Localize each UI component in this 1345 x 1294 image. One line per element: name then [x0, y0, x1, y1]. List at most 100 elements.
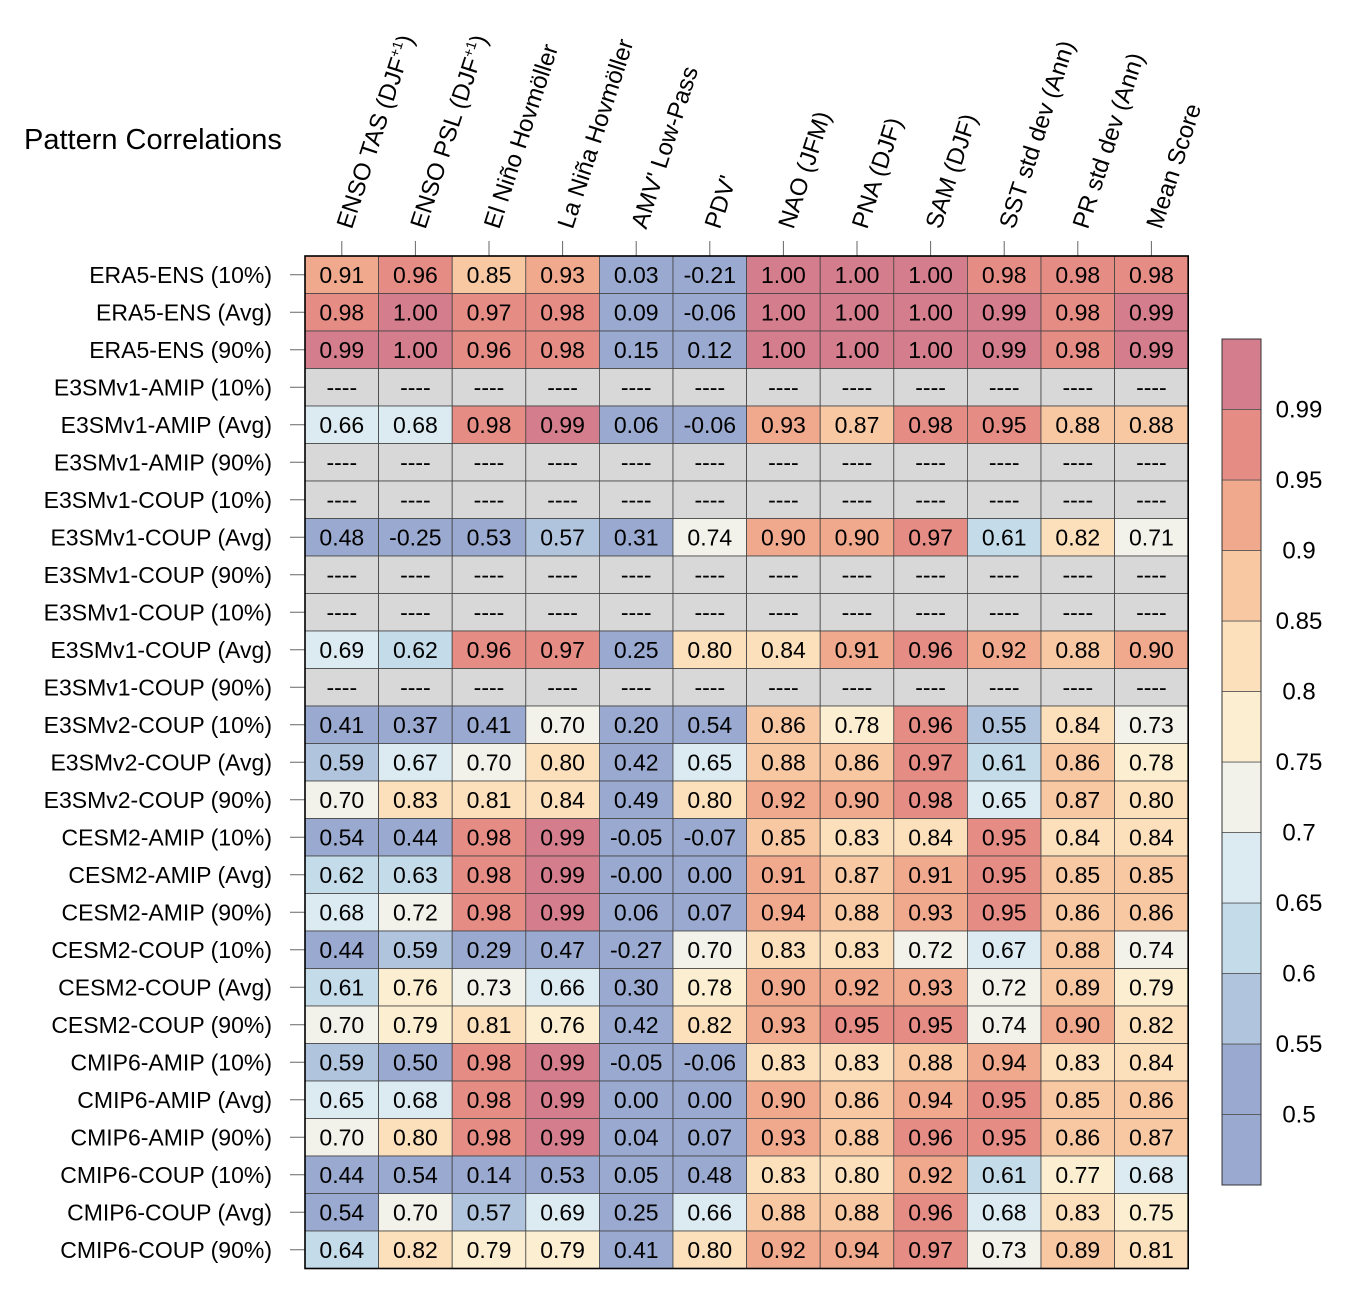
heatmap-cell [525, 818, 600, 857]
cell-value-label: ---- [768, 449, 799, 475]
cell-value-label: 0.84 [540, 787, 585, 813]
cell-value-label: ---- [842, 599, 873, 625]
cell-value-label: ---- [474, 599, 505, 625]
heatmap-cell [746, 1005, 821, 1044]
cell-value-label: -0.06 [684, 412, 736, 438]
heatmap-cell [1114, 330, 1189, 369]
cell-value-label: 0.25 [614, 637, 659, 663]
heatmap-cell [451, 1118, 527, 1157]
cell-value-label: 0.95 [982, 1124, 1027, 1150]
cell-value-label: 1.00 [835, 299, 880, 325]
cell-value-label: ---- [1062, 374, 1093, 400]
column-labels: ENSO TAS (DJF+1)ENSO PSL (DJF+1)El Niño … [331, 31, 1207, 232]
heatmap-cell [893, 968, 968, 1007]
heatmap-cell [304, 1230, 379, 1269]
cell-value-label: 0.92 [908, 1162, 953, 1188]
cell-value-label: 0.37 [393, 712, 438, 738]
cell-value-label: ---- [989, 449, 1020, 475]
heatmap-cell [378, 780, 453, 819]
cell-value-label: 0.06 [614, 412, 659, 438]
heatmap-cell [1114, 1080, 1189, 1119]
heatmap-cell [1040, 555, 1115, 594]
cell-value-label: 0.74 [1129, 937, 1174, 963]
heatmap-cell [746, 668, 821, 707]
cell-value-label: ---- [842, 449, 873, 475]
row-label: CESM2-COUP (10%) [51, 937, 272, 963]
heatmap-cell [378, 1005, 453, 1044]
cell-value-label: ---- [694, 487, 725, 513]
cell-value-label: 0.76 [393, 974, 438, 1000]
heatmap-cell [451, 968, 527, 1007]
cell-value-label: 0.95 [982, 862, 1027, 888]
cell-value-label: ---- [694, 599, 725, 625]
heatmap-cell [378, 630, 453, 669]
cell-value-label: ---- [621, 674, 652, 700]
cell-value-label: ---- [400, 487, 431, 513]
cell-value-label: ---- [694, 562, 725, 588]
cell-value-label: 0.84 [1129, 824, 1174, 850]
cell-value-label: 0.99 [540, 1124, 585, 1150]
row-label: E3SMv1-AMIP (10%) [54, 374, 272, 400]
cell-value-label: 0.85 [1055, 862, 1100, 888]
column-label: La Niña Hovmöller [553, 36, 640, 232]
heatmap-cell [1114, 518, 1189, 557]
heatmap-cell [378, 1080, 453, 1119]
heatmap-cell [819, 1080, 895, 1119]
cell-value-label: 0.98 [1055, 337, 1100, 363]
cell-value-label: 0.09 [614, 299, 659, 325]
heatmap-cell [525, 518, 600, 557]
heatmap-cell [819, 668, 895, 707]
row-label: E3SMv1-AMIP (Avg) [61, 412, 272, 438]
cell-value-label: 0.80 [687, 787, 732, 813]
cell-value-label: -0.00 [610, 862, 662, 888]
cell-value-label: 0.79 [540, 1237, 585, 1263]
cell-value-label: 0.86 [835, 1087, 880, 1113]
heatmap-cell [746, 1080, 821, 1119]
cell-value-label: 0.54 [319, 824, 364, 850]
cell-value-label: 0.68 [982, 1199, 1027, 1225]
cell-value-label: ---- [768, 374, 799, 400]
cell-value-label: 0.78 [1129, 749, 1174, 775]
heatmap-cell [893, 1080, 968, 1119]
heatmap-cell [1040, 855, 1115, 894]
cell-value-label: 0.63 [393, 862, 438, 888]
cell-value-label: 0.92 [761, 1237, 806, 1263]
cell-value-label: 0.87 [1129, 1124, 1174, 1150]
cell-value-label: 0.30 [614, 974, 659, 1000]
heatmap-cell [1040, 1193, 1115, 1232]
row-label: E3SMv2-COUP (10%) [44, 712, 272, 738]
cell-value-label: 1.00 [908, 337, 953, 363]
cell-value-label: 0.81 [467, 787, 512, 813]
heatmap-cell [967, 555, 1042, 594]
cell-value-label: ---- [400, 599, 431, 625]
cell-value-label: 0.49 [614, 787, 659, 813]
heatmap-cell [599, 818, 674, 857]
colorbar-segment [1221, 1114, 1262, 1186]
cell-value-label: ---- [915, 562, 946, 588]
cell-value-label: 0.96 [393, 262, 438, 288]
column-label: ENSO TAS (DJF+1) [331, 31, 420, 232]
cell-value-label: 0.98 [467, 1087, 512, 1113]
cell-value-label: ---- [474, 449, 505, 475]
cell-value-label: 0.97 [908, 749, 953, 775]
cell-value-label: 0.99 [540, 1049, 585, 1075]
heatmap-cell [451, 330, 527, 369]
heatmap-cell [525, 368, 600, 407]
column-label: Mean Score [1141, 100, 1207, 231]
heatmap-cell [819, 855, 895, 894]
cell-value-label: 0.07 [687, 1124, 732, 1150]
cell-value-label: ---- [326, 487, 357, 513]
heatmap-cell [967, 1005, 1042, 1044]
colorbar-tick-label: 0.55 [1276, 1031, 1323, 1058]
cell-value-label: ---- [621, 449, 652, 475]
heatmap-cell [599, 1043, 674, 1082]
heatmap-cell [304, 1005, 379, 1044]
cell-value-label: 0.64 [319, 1237, 364, 1263]
cell-value-label: 0.74 [687, 524, 732, 550]
heatmap-cell [967, 855, 1042, 894]
cell-value-label: 1.00 [761, 262, 806, 288]
colorbar-segment [1221, 550, 1262, 622]
heatmap-cell [304, 480, 379, 519]
cell-value-label: 0.05 [614, 1162, 659, 1188]
